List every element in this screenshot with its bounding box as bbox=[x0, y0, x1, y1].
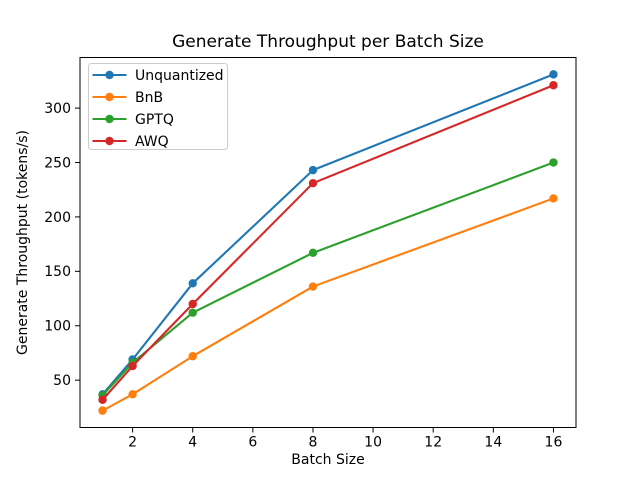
legend-label-Unquantized: Unquantized bbox=[135, 68, 224, 84]
data-point-AWQ bbox=[128, 361, 137, 371]
y-axis-label: Generate Throughput (tokens/s) bbox=[15, 130, 31, 355]
series-line-GPTQ bbox=[101, 161, 555, 397]
y-tick-label: 200 bbox=[44, 210, 71, 226]
legend-label-GPTQ: GPTQ bbox=[135, 112, 174, 128]
y-tick-label: 50 bbox=[53, 373, 71, 389]
chart-title: Generate Throughput per Batch Size bbox=[172, 32, 484, 52]
legend: Unquantized BnB GPTQ AWQ bbox=[88, 63, 228, 150]
x-tick-label: 8 bbox=[309, 435, 318, 451]
y-tick-label: 150 bbox=[44, 264, 71, 280]
y-tick-label: 300 bbox=[44, 101, 71, 117]
data-point-AWQ bbox=[549, 81, 558, 90]
legend-label-BnB: BnB bbox=[135, 90, 163, 106]
data-point-Unquantized bbox=[188, 279, 197, 288]
data-point-AWQ bbox=[98, 395, 107, 404]
data-point-GPTQ bbox=[549, 158, 558, 167]
legend-marker-GPTQ bbox=[105, 114, 114, 124]
y-tick-label: 100 bbox=[44, 319, 71, 335]
series-group bbox=[98, 70, 558, 415]
data-point-AWQ bbox=[308, 178, 318, 188]
x-tick-label: 2 bbox=[128, 435, 137, 451]
x-tick-label: 6 bbox=[248, 435, 257, 451]
data-point-GPTQ bbox=[188, 308, 197, 317]
x-tick-label: 4 bbox=[188, 435, 197, 451]
data-point-GPTQ bbox=[308, 248, 318, 258]
data-point-BnB bbox=[549, 194, 558, 203]
x-axis-label: Batch Size bbox=[291, 452, 364, 468]
data-point-BnB bbox=[308, 282, 318, 291]
x-tick-label: 12 bbox=[424, 435, 442, 451]
data-point-BnB bbox=[128, 390, 137, 399]
data-point-Unquantized bbox=[549, 70, 558, 79]
x-tick-label: 14 bbox=[484, 435, 502, 451]
data-point-AWQ bbox=[188, 299, 197, 309]
data-point-BnB bbox=[98, 406, 107, 415]
plot-border bbox=[79, 57, 577, 428]
legend-box bbox=[88, 63, 228, 150]
y-tick-label: 250 bbox=[44, 155, 71, 171]
data-point-BnB bbox=[188, 352, 197, 361]
legend-label-AWQ: AWQ bbox=[135, 134, 169, 150]
legend-marker-Unquantized bbox=[105, 70, 114, 80]
legend-marker-BnB bbox=[105, 92, 114, 102]
x-tick-label: 10 bbox=[364, 435, 382, 451]
data-point-Unquantized bbox=[308, 165, 318, 175]
x-tick-label: 16 bbox=[545, 435, 563, 451]
series-line-BnB bbox=[101, 197, 555, 412]
legend-marker-AWQ bbox=[105, 136, 114, 146]
axes: 2 4 6 8 10 12 14 16 50 100 150 200 250 300 bbox=[44, 57, 577, 451]
